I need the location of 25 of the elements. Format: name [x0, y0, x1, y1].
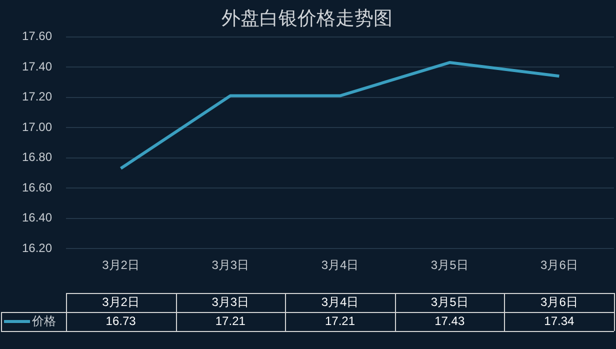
y-tick-label: 16.20 — [22, 240, 52, 255]
data-label: 16.73 — [106, 314, 136, 328]
chart-title: 外盘白银价格走势图 — [222, 8, 392, 30]
x-tick-label: 3月3日 — [212, 258, 250, 272]
y-tick-label: 17.00 — [22, 120, 52, 134]
category-label: 3月4日 — [321, 294, 359, 309]
data-label: 17.34 — [544, 314, 575, 328]
category-label: 3月5日 — [430, 294, 468, 309]
y-tick-label: 16.80 — [22, 150, 52, 164]
x-tick-label: 3月5日 — [430, 258, 468, 272]
y-tick-label: 17.40 — [22, 59, 52, 74]
data-label: 17.43 — [434, 314, 465, 328]
category-label: 3月3日 — [212, 294, 250, 309]
category-label: 3月6日 — [540, 294, 578, 309]
data-label: 17.21 — [215, 314, 246, 328]
y-tick-label: 17.60 — [22, 29, 52, 44]
y-tick-label: 16.40 — [22, 210, 52, 225]
y-tick-label: 16.60 — [22, 180, 52, 194]
data-label: 17.21 — [324, 314, 356, 328]
x-tick-label: 3月6日 — [540, 258, 578, 272]
x-tick-label: 3月4日 — [321, 258, 359, 272]
category-label: 3月2日 — [102, 294, 140, 309]
legend-label: 价格 — [31, 314, 56, 328]
x-tick-label: 3月2日 — [102, 258, 140, 272]
y-tick-label: 17.20 — [22, 90, 52, 104]
